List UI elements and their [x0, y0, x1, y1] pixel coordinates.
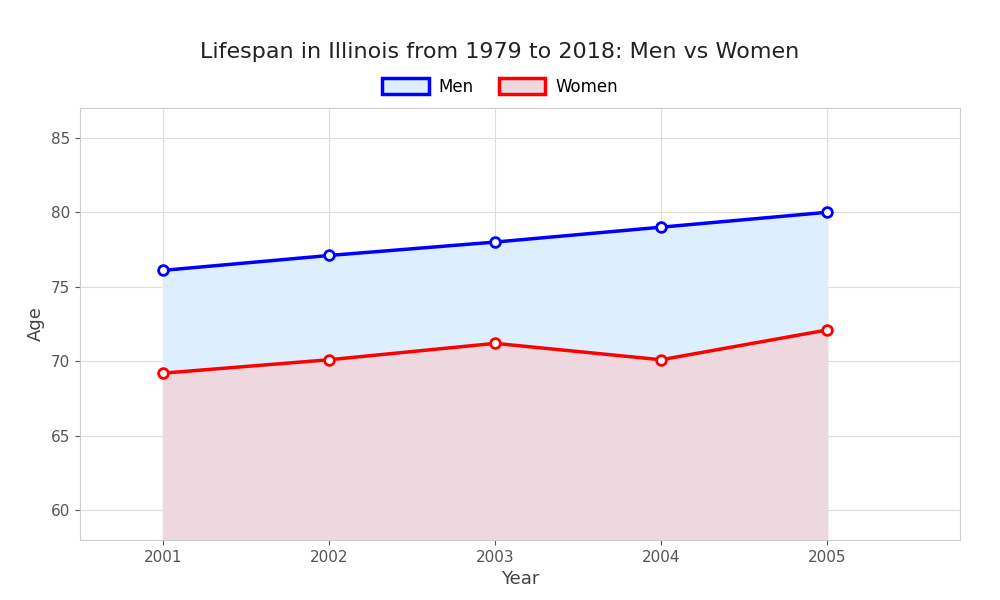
- X-axis label: Year: Year: [501, 570, 539, 588]
- Text: Lifespan in Illinois from 1979 to 2018: Men vs Women: Lifespan in Illinois from 1979 to 2018: …: [200, 42, 800, 62]
- Legend: Men, Women: Men, Women: [375, 71, 625, 103]
- Y-axis label: Age: Age: [27, 307, 45, 341]
